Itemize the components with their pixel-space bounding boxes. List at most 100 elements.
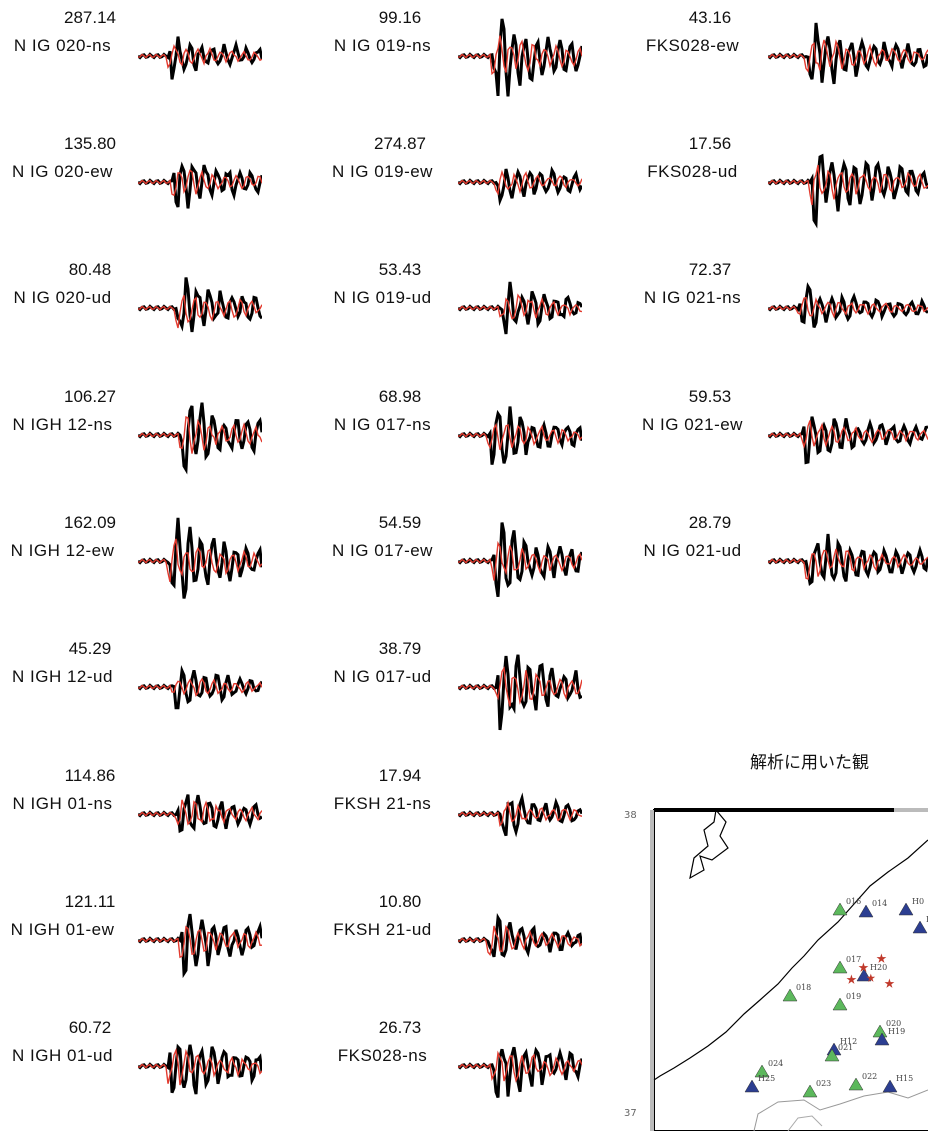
waveform-panel: 54.59 N IG 017-ew (320, 505, 620, 615)
station-component: N IG 021-ns (643, 288, 742, 307)
waveform-panel: 28.79 N IG 021-ud (630, 505, 928, 615)
synthetic-waveform (138, 295, 262, 329)
peak-value: 274.87 (374, 134, 426, 153)
station-label: 021 (838, 1043, 853, 1052)
waveform-plot (138, 36, 262, 80)
coastline-island (689, 808, 729, 880)
peak-value: 10.80 (378, 892, 422, 911)
peak-value: 106.27 (64, 387, 116, 406)
waveform-plot (458, 165, 582, 207)
station-label: 019 (846, 992, 861, 1001)
station-component: N IG 021-ew (642, 415, 743, 434)
epicenter-star: ★ (858, 956, 869, 977)
synthetic-waveform (458, 800, 582, 827)
waveform-plot (768, 22, 928, 85)
peak-value: 59.53 (688, 387, 732, 406)
station-component: N IGH 01-ew (10, 920, 115, 939)
station-label: 018 (796, 983, 811, 992)
station-component: N IGH 01-ns (12, 794, 113, 813)
synthetic-waveform (768, 548, 928, 580)
station-triangle-icon (832, 902, 848, 916)
peak-value: 43.16 (688, 8, 732, 27)
station-label: H15 (896, 1074, 913, 1083)
peak-value: 121.11 (64, 892, 116, 911)
synthetic-waveform (138, 677, 262, 697)
waveform-plot (138, 161, 262, 209)
synthetic-waveform (768, 164, 928, 206)
waveform-panel: 53.43 N IG 019-ud (320, 252, 620, 362)
synthetic-waveform (138, 925, 262, 959)
observed-waveform (138, 665, 262, 710)
station-triangle-icon (802, 1084, 818, 1098)
station-component: N IG 020-ud (13, 288, 112, 307)
peak-value: 114.86 (64, 766, 116, 785)
waveform-plot (138, 1043, 262, 1095)
observed-waveform (138, 402, 262, 475)
waveform-plot (768, 533, 928, 586)
waveform-panel: 114.86 N IGH 01-ns (0, 758, 300, 868)
waveform-panel: 162.09 N IGH 12-ew (0, 505, 300, 615)
observed-waveform (138, 517, 262, 599)
waveform-panel: 121.11 N IGH 01-ew (0, 884, 300, 994)
observed-waveform (458, 281, 582, 335)
station-component: N IG 019-ns (333, 36, 432, 55)
synthetic-waveform (138, 43, 262, 70)
observed-waveform (768, 22, 928, 85)
epicenter-star: ★ (876, 947, 887, 968)
station-label: 020 (886, 1019, 901, 1028)
peak-value: 80.48 (68, 260, 112, 279)
synthetic-waveform (768, 296, 928, 319)
station-component: N IG 019-ew (332, 162, 433, 181)
synthetic-waveform (138, 538, 262, 582)
station-triangle-icon (912, 920, 928, 934)
waveform-panel: 135.80 N IG 020-ew (0, 126, 300, 236)
station-component: N IG 017-ud (333, 667, 432, 686)
waveform-panel: 80.48 N IG 020-ud (0, 252, 300, 362)
waveform-panel: 38.79 N IG 017-ud (320, 631, 620, 741)
station-component: FKS028-ew (645, 36, 740, 55)
waveform-panel: 43.16 FKS028-ew (630, 0, 928, 110)
station-triangle-icon (856, 968, 872, 982)
station-component: FKS028-ud (647, 162, 738, 181)
observed-waveform (458, 406, 582, 465)
waveform-panel: 72.37 N IG 021-ns (630, 252, 928, 362)
waveform-plot (138, 794, 262, 834)
observed-waveform (138, 36, 262, 80)
observed-waveform (458, 18, 582, 97)
waveform-panel: 10.80 FKSH 21-ud (320, 884, 620, 994)
peak-value: 53.43 (378, 260, 422, 279)
peak-value: 17.56 (688, 134, 732, 153)
station-label: 014 (872, 899, 887, 908)
peak-value: 26.73 (378, 1018, 422, 1037)
waveform-plot (138, 517, 262, 599)
station-triangle-icon (744, 1079, 760, 1093)
station-label: 023 (816, 1079, 831, 1088)
lat-label-bottom: 37 (624, 1108, 637, 1119)
map-frame-top-light (894, 808, 928, 812)
waveform-plot (138, 277, 262, 333)
synthetic-waveform (768, 39, 928, 73)
waveform-plot (458, 522, 582, 598)
synthetic-waveform (458, 924, 582, 957)
station-label: 022 (862, 1072, 877, 1081)
epicenter-star: ★ (884, 972, 895, 993)
waveform-plot (458, 281, 582, 335)
station-triangle-icon (754, 1064, 770, 1078)
station-component: FKS028-ns (337, 1046, 428, 1065)
station-label: H25 (758, 1074, 775, 1083)
station-component: N IGH 12-ew (10, 541, 115, 560)
waveform-panel: 106.27 N IGH 12-ns (0, 379, 300, 489)
observed-waveform (768, 533, 928, 586)
waveform-plot (768, 416, 928, 465)
station-triangle-icon (848, 1077, 864, 1091)
waveform-panel: 287.14 N IG 020-ns (0, 0, 300, 110)
station-triangle-icon (782, 988, 798, 1002)
station-component: N IGH 12-ns (12, 415, 113, 434)
station-component: N IGH 01-ud (12, 1046, 113, 1065)
station-triangle-icon (824, 1048, 840, 1062)
coastline-main (653, 839, 928, 1081)
epicenter-stars: ★ ★ ★ ★ ★ (846, 947, 895, 993)
map-frame-top-dark (654, 808, 894, 812)
